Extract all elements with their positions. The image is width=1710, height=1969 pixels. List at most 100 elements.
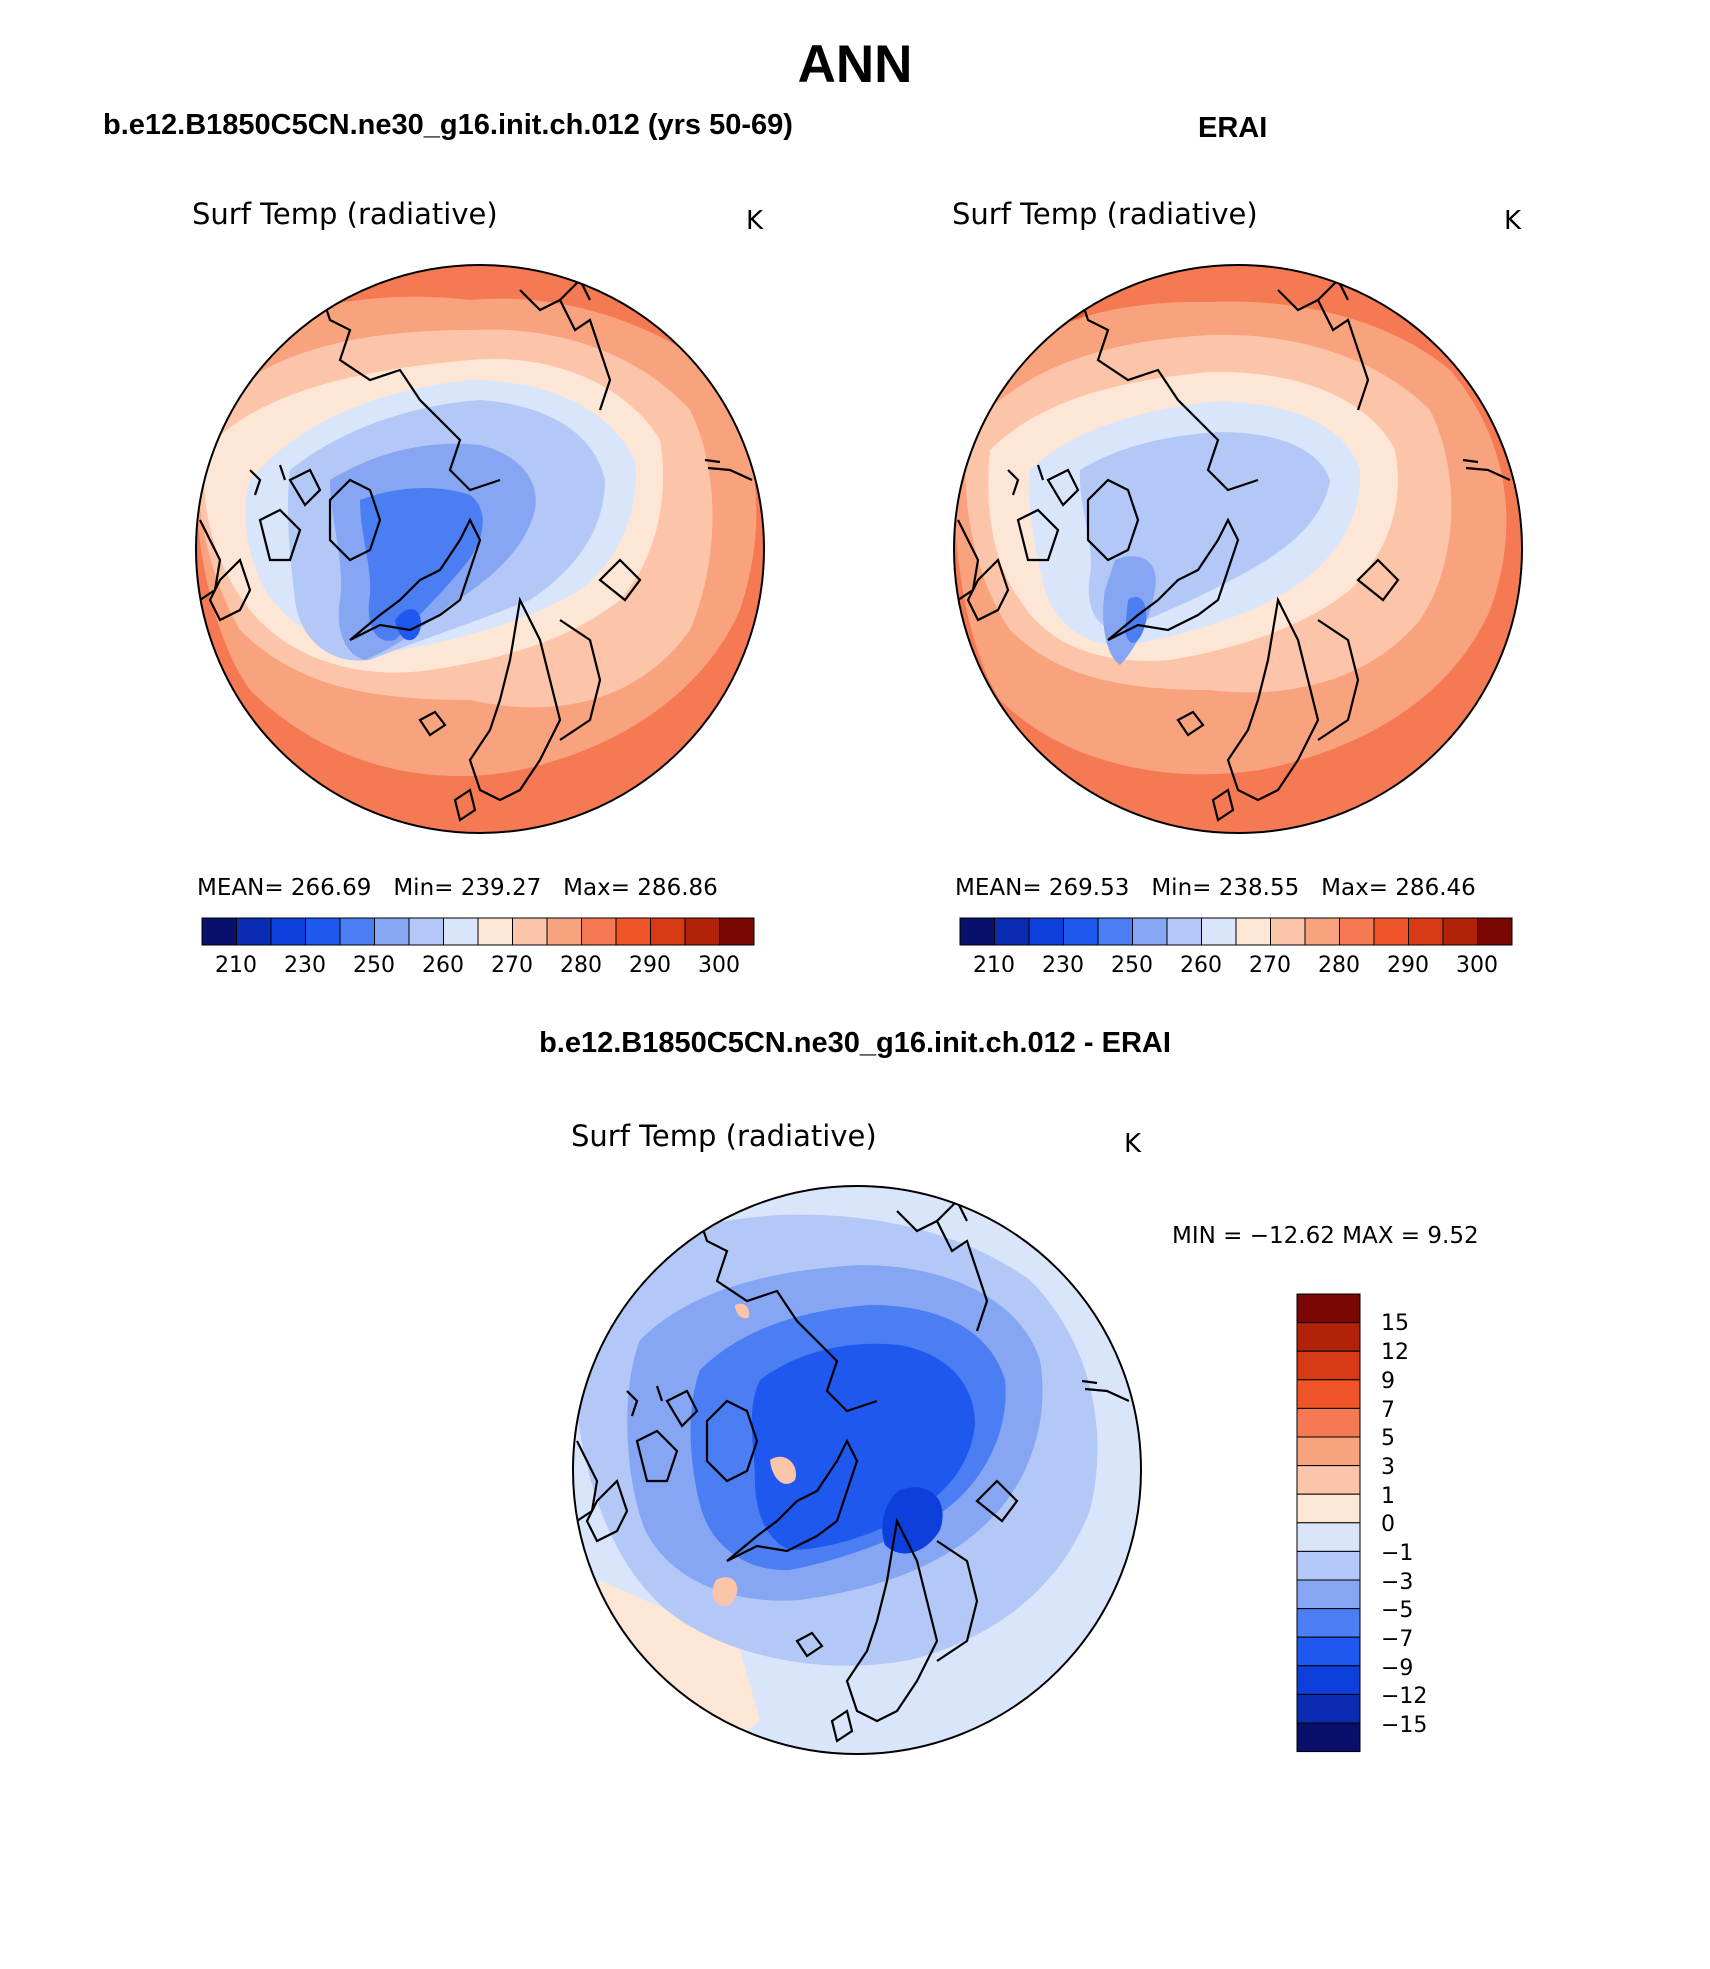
- colorbar-cell: [1296, 1465, 1361, 1495]
- obs-cbar-tick: 290: [1387, 953, 1429, 978]
- difference-contour-region: [770, 1456, 796, 1484]
- obs-cbar-tick: 250: [1111, 953, 1153, 978]
- diff-cbar-tick: −7: [1381, 1627, 1414, 1652]
- model-cbar-tick: 250: [353, 953, 395, 978]
- colorbar-cell: [408, 917, 444, 946]
- model-colorbar: [201, 917, 755, 946]
- colorbar-cell: [339, 917, 375, 946]
- colorbar-cell: [201, 917, 237, 946]
- diff-cbar-tick: 15: [1381, 1311, 1409, 1336]
- diff-cbar-tick: −3: [1381, 1570, 1414, 1595]
- colorbar-cell: [719, 917, 755, 946]
- colorbar-cell: [1296, 1665, 1361, 1695]
- temperature-contour-region: [395, 609, 421, 641]
- colorbar-cell: [1028, 917, 1064, 946]
- colorbar-cell: [374, 917, 410, 946]
- diff-cbar-tick: 12: [1381, 1340, 1409, 1365]
- colorbar-cell: [1296, 1379, 1361, 1409]
- colorbar-cell: [959, 917, 995, 946]
- colorbar-cell: [1296, 1407, 1361, 1438]
- obs-stats: MEAN= 269.53 Min= 238.55 Max= 286.46: [955, 877, 1476, 900]
- model-cbar-tick: 260: [422, 953, 464, 978]
- diff-minmax: MIN = −12.62 MAX = 9.52: [1172, 1223, 1479, 1249]
- diff-colorbar: [1296, 1293, 1361, 1753]
- diff-cbar-tick: 7: [1381, 1398, 1395, 1423]
- obs-colorbar: [959, 917, 1513, 946]
- obs-min-value: 238.55: [1218, 875, 1300, 901]
- colorbar-cell: [1296, 1522, 1361, 1552]
- obs-cbar-tick: 300: [1456, 953, 1498, 978]
- colorbar-cell: [1296, 1493, 1361, 1524]
- colorbar-cell: [1296, 1579, 1361, 1610]
- diff-cbar-tick: −1: [1381, 1541, 1414, 1566]
- colorbar-cell: [1408, 917, 1444, 946]
- colorbar-cell: [615, 917, 651, 946]
- temperature-contour-region: [360, 488, 483, 641]
- colorbar-cell: [1442, 917, 1478, 946]
- model-map-border: [195, 264, 765, 834]
- difference-contour-region: [712, 1577, 738, 1606]
- diff-map: [573, 1186, 1141, 1754]
- obs-cbar-tick: 280: [1318, 953, 1360, 978]
- diff-cbar-tick: 5: [1381, 1426, 1395, 1451]
- colorbar-cell: [1235, 917, 1271, 946]
- diff-cbar-tick: −5: [1381, 1598, 1414, 1623]
- diff-units: K: [1124, 1129, 1142, 1159]
- diff-cbar-tick: −15: [1381, 1713, 1428, 1738]
- colorbar-cell: [1097, 917, 1133, 946]
- colorbar-cell: [1296, 1293, 1361, 1324]
- obs-variable-title: Surf Temp (radiative): [952, 197, 1258, 231]
- colorbar-cell: [1339, 917, 1375, 946]
- colorbar-cell: [512, 917, 548, 946]
- diff-map-border: [572, 1185, 1142, 1755]
- colorbar-cell: [1296, 1608, 1361, 1638]
- colorbar-cell: [1201, 917, 1237, 946]
- difference-contour-region: [735, 1303, 750, 1319]
- obs-case-title: ERAI: [1198, 112, 1268, 144]
- colorbar-cell: [443, 917, 479, 946]
- obs-cbar-tick: 260: [1180, 953, 1222, 978]
- colorbar-cell: [1373, 917, 1409, 946]
- diff-cbar-tick: 0: [1381, 1512, 1395, 1537]
- model-max-label: Max=: [563, 875, 630, 901]
- colorbar-cell: [581, 917, 617, 946]
- model-case-title: b.e12.B1850C5CN.ne30_g16.init.ch.012 (yr…: [103, 109, 793, 141]
- temperature-contour-region: [1125, 596, 1147, 643]
- diff-cbar-tick: −9: [1381, 1656, 1414, 1681]
- obs-cbar-tick: 210: [973, 953, 1015, 978]
- colorbar-cell: [1296, 1693, 1361, 1724]
- colorbar-cell: [1296, 1436, 1361, 1467]
- colorbar-cell: [684, 917, 720, 946]
- model-cbar-tick: 230: [284, 953, 326, 978]
- difference-contour-region: [882, 1487, 943, 1554]
- colorbar-cell: [994, 917, 1030, 946]
- model-cbar-tick: 300: [698, 953, 740, 978]
- model-max-value: 286.86: [637, 875, 718, 901]
- obs-max-value: 286.46: [1395, 875, 1476, 901]
- model-map: [196, 265, 764, 833]
- colorbar-cell: [546, 917, 582, 946]
- diff-case-title: b.e12.B1850C5CN.ne30_g16.init.ch.012 - E…: [539, 1027, 1171, 1059]
- obs-max-label: Max=: [1321, 875, 1388, 901]
- colorbar-cell: [477, 917, 513, 946]
- colorbar-cell: [1166, 917, 1202, 946]
- colorbar-cell: [1063, 917, 1099, 946]
- colorbar-cell: [1296, 1636, 1361, 1667]
- diff-cbar-tick: 1: [1381, 1484, 1395, 1509]
- colorbar-cell: [1304, 917, 1340, 946]
- obs-cbar-tick: 270: [1249, 953, 1291, 978]
- obs-mean-label: MEAN=: [955, 875, 1042, 901]
- obs-min-label: Min=: [1151, 875, 1212, 901]
- model-min-value: 239.27: [460, 875, 542, 901]
- model-cbar-tick: 290: [629, 953, 671, 978]
- model-units: K: [746, 206, 764, 236]
- colorbar-cell: [1296, 1550, 1361, 1581]
- diff-variable-title: Surf Temp (radiative): [571, 1119, 877, 1153]
- obs-mean-value: 269.53: [1048, 875, 1130, 901]
- obs-map: [954, 265, 1522, 833]
- diff-cbar-tick: 3: [1381, 1455, 1395, 1480]
- model-variable-title: Surf Temp (radiative): [192, 197, 498, 231]
- colorbar-cell: [236, 917, 272, 946]
- model-cbar-tick: 210: [215, 953, 257, 978]
